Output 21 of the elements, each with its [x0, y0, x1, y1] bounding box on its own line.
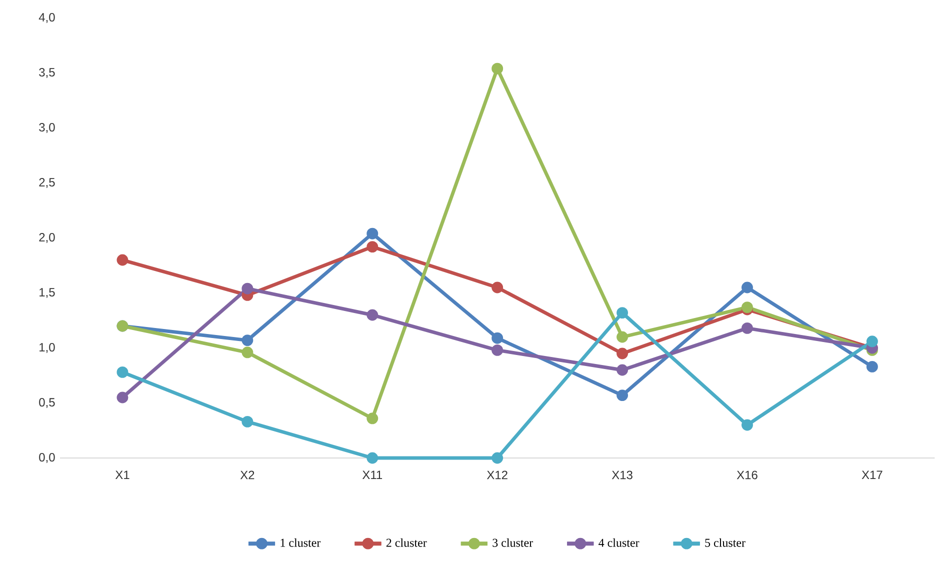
x-tick-label: X1	[115, 470, 130, 479]
y-tick-label: 3,0	[39, 123, 55, 133]
x-tick-label: X12	[486, 470, 508, 480]
y-tick-label: 3,5	[39, 68, 55, 78]
y-tick-label: 1,0	[40, 343, 55, 353]
x-tick-label: X17	[862, 470, 882, 479]
y-tick-label: 0,5	[39, 398, 55, 408]
x-tick-label: X2	[240, 470, 254, 480]
y-tick-label: 4,0	[38, 13, 55, 23]
y-tick-label: 0,0	[39, 453, 55, 463]
legend-label: 3 cluster	[492, 538, 533, 547]
legend-label: 5 cluster	[705, 538, 746, 547]
y-tick-label: 2,5	[39, 178, 55, 188]
y-tick-label: 1,5	[40, 288, 55, 298]
x-tick-label: X11	[362, 470, 382, 479]
x-tick-label: X16	[736, 470, 758, 480]
legend-label: 4 cluster	[598, 538, 640, 547]
y-tick-label: 2,0	[39, 233, 55, 243]
x-tick-label: X13	[612, 470, 632, 480]
legend-label: 1 cluster	[280, 538, 321, 547]
legend-label: 2 cluster	[386, 538, 427, 547]
